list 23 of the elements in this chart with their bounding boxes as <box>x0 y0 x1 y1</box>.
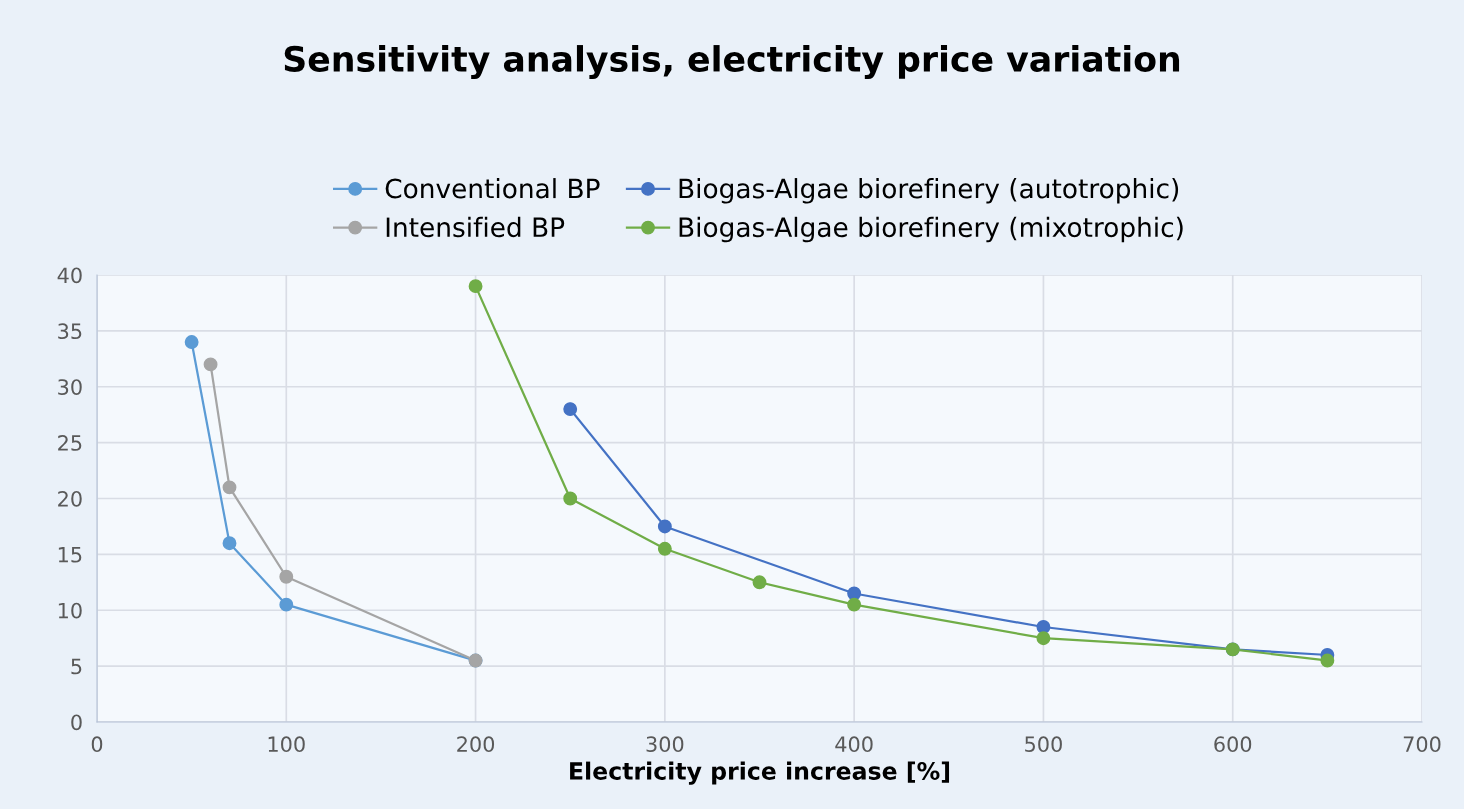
legend-label: Biogas-Algae biorefinery (mixotrophic) <box>679 216 1183 243</box>
y-tick-label: 25 <box>58 435 82 451</box>
x-tick-label: 500 <box>1025 736 1062 753</box>
chart-title: Sensitivity analysis, electricity price variation <box>284 45 1180 79</box>
x-tick-label: 0 <box>91 736 103 753</box>
y-tick-label: 30 <box>58 379 82 395</box>
y-tick-label: 35 <box>58 323 82 340</box>
x-tick-label: 600 <box>1214 736 1252 753</box>
x-axis-title: Electricity price increase [%] <box>570 761 950 785</box>
x-tick-label: 400 <box>835 736 873 753</box>
x-tick-label: 700 <box>1403 736 1441 753</box>
y-tick-label: 40 <box>57 267 82 284</box>
legend-label: Biogas-Algae biorefinery (autotrophic) <box>679 178 1179 204</box>
legend-label: Intensified BP <box>386 216 565 238</box>
x-tick-label: 200 <box>457 736 495 753</box>
y-tick-label: 10 <box>58 602 82 619</box>
y-tick-label: 20 <box>58 490 82 507</box>
x-tick-label: 300 <box>646 736 684 753</box>
x-tick-label: 100 <box>268 736 305 753</box>
legend-label: Conventional BP <box>385 178 600 199</box>
y-tick-label: 5 <box>71 658 82 675</box>
y-tick-label: 0 <box>71 714 82 731</box>
y-tick-label: 15 <box>58 547 82 563</box>
